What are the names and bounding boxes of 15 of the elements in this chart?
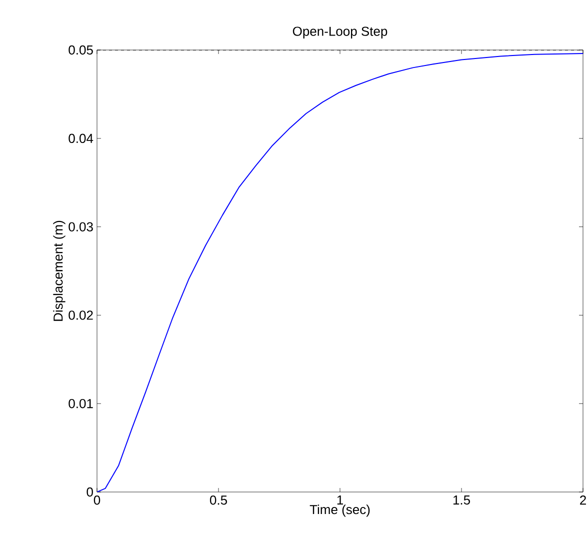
x-tick-label: 1 (337, 496, 343, 504)
x-axis-title: Time (sec) (310, 504, 370, 517)
x-tick-label: 0.5 (210, 496, 227, 505)
y-tick-label: 0 (86, 487, 93, 497)
y-tick-label: 0.02 (68, 310, 93, 320)
y-tick-label: 0.05 (68, 45, 93, 55)
line-series (97, 53, 584, 492)
chart-title: Open-Loop Step (292, 26, 388, 38)
x-tick-label: 2 (580, 496, 586, 505)
y-tick-label: 0.04 (68, 134, 94, 143)
x-tick-label: 0 (94, 496, 100, 505)
x-tick-label: 1.5 (453, 496, 470, 505)
y-tick-label: 0.03 (68, 222, 93, 232)
y-axis-title: Displacement (m) (53, 220, 66, 321)
y-tick-label: 0.01 (68, 398, 93, 408)
